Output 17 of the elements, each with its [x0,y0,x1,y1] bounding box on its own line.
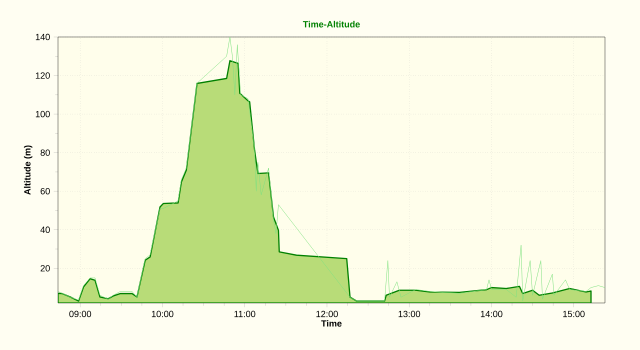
y-axis-title: Altitude (m) [24,145,32,195]
y-tick-label: 80 [40,149,50,156]
x-tick-label: 14:00 [480,310,502,318]
y-tick-label: 100 [36,110,50,118]
y-tick-label: 60 [40,188,50,194]
x-tick-label: 09:00 [69,310,92,318]
x-axis-title: Time [321,320,342,327]
y-tick-label: 140 [36,34,50,40]
x-tick-label: 10:00 [152,310,174,318]
x-tick-label: 13:00 [398,310,420,318]
x-tick-label: 11:00 [234,310,256,318]
y-tick-label: 20 [40,265,50,272]
y-tick-label: 40 [40,226,50,233]
x-tick-label: 15:00 [563,310,585,318]
x-tick-label: 12:00 [316,310,338,318]
chart-title: Time-Altitude [302,20,360,28]
y-tick-label: 120 [36,72,50,79]
